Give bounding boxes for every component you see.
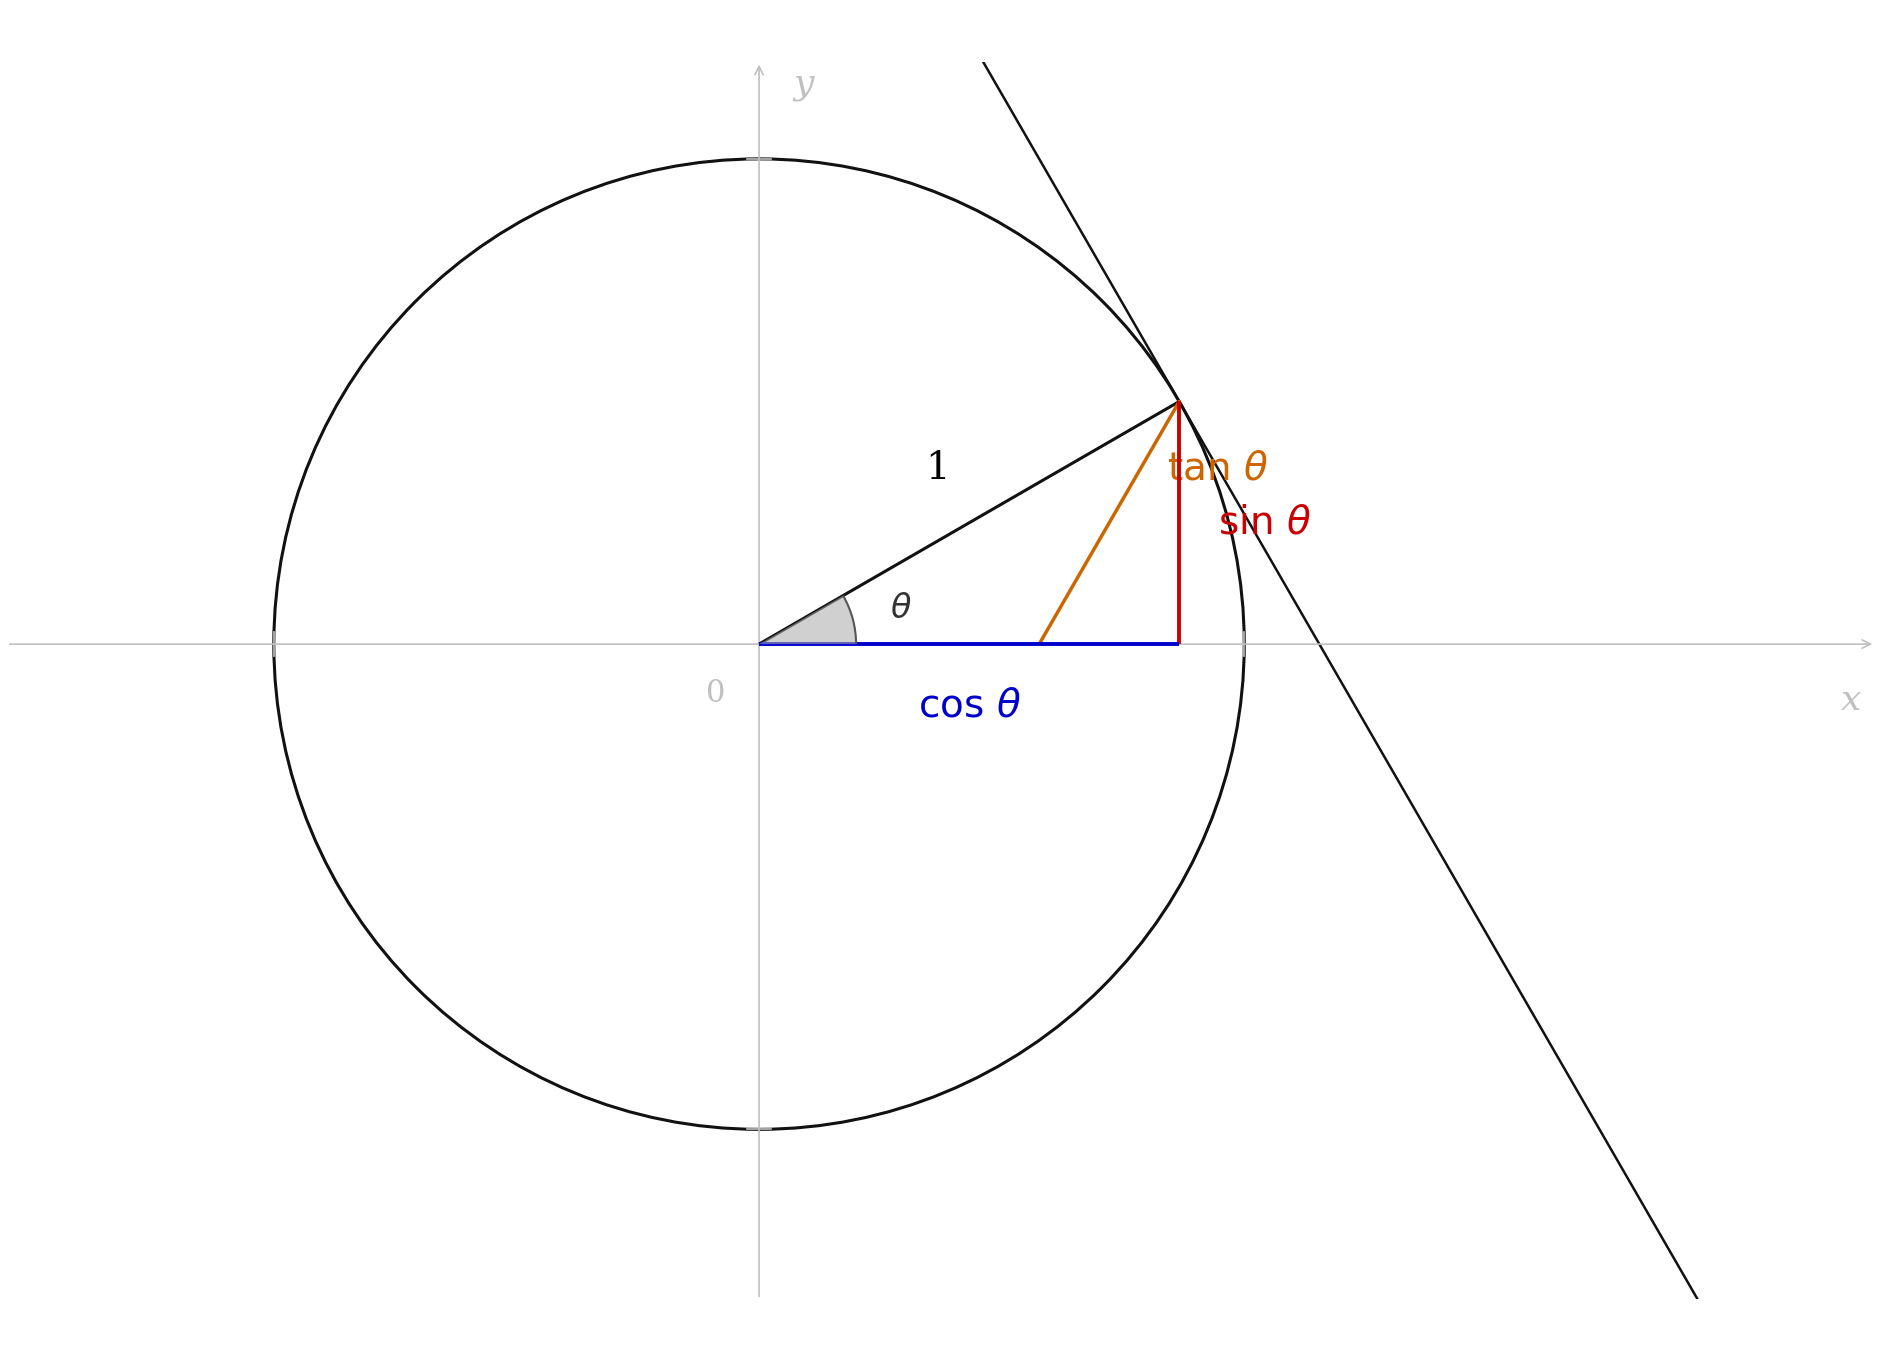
Text: $\sin\,\theta$: $\sin\,\theta$ xyxy=(1218,505,1312,542)
Wedge shape xyxy=(758,596,856,644)
Text: y: y xyxy=(792,67,813,101)
Text: $\cos\,\theta$: $\cos\,\theta$ xyxy=(918,687,1020,725)
Text: 1: 1 xyxy=(926,449,950,487)
Text: $\tan\,\theta$: $\tan\,\theta$ xyxy=(1167,450,1268,489)
Text: $\theta$: $\theta$ xyxy=(890,593,913,625)
Text: 0: 0 xyxy=(706,678,725,709)
Text: x: x xyxy=(1841,683,1861,717)
